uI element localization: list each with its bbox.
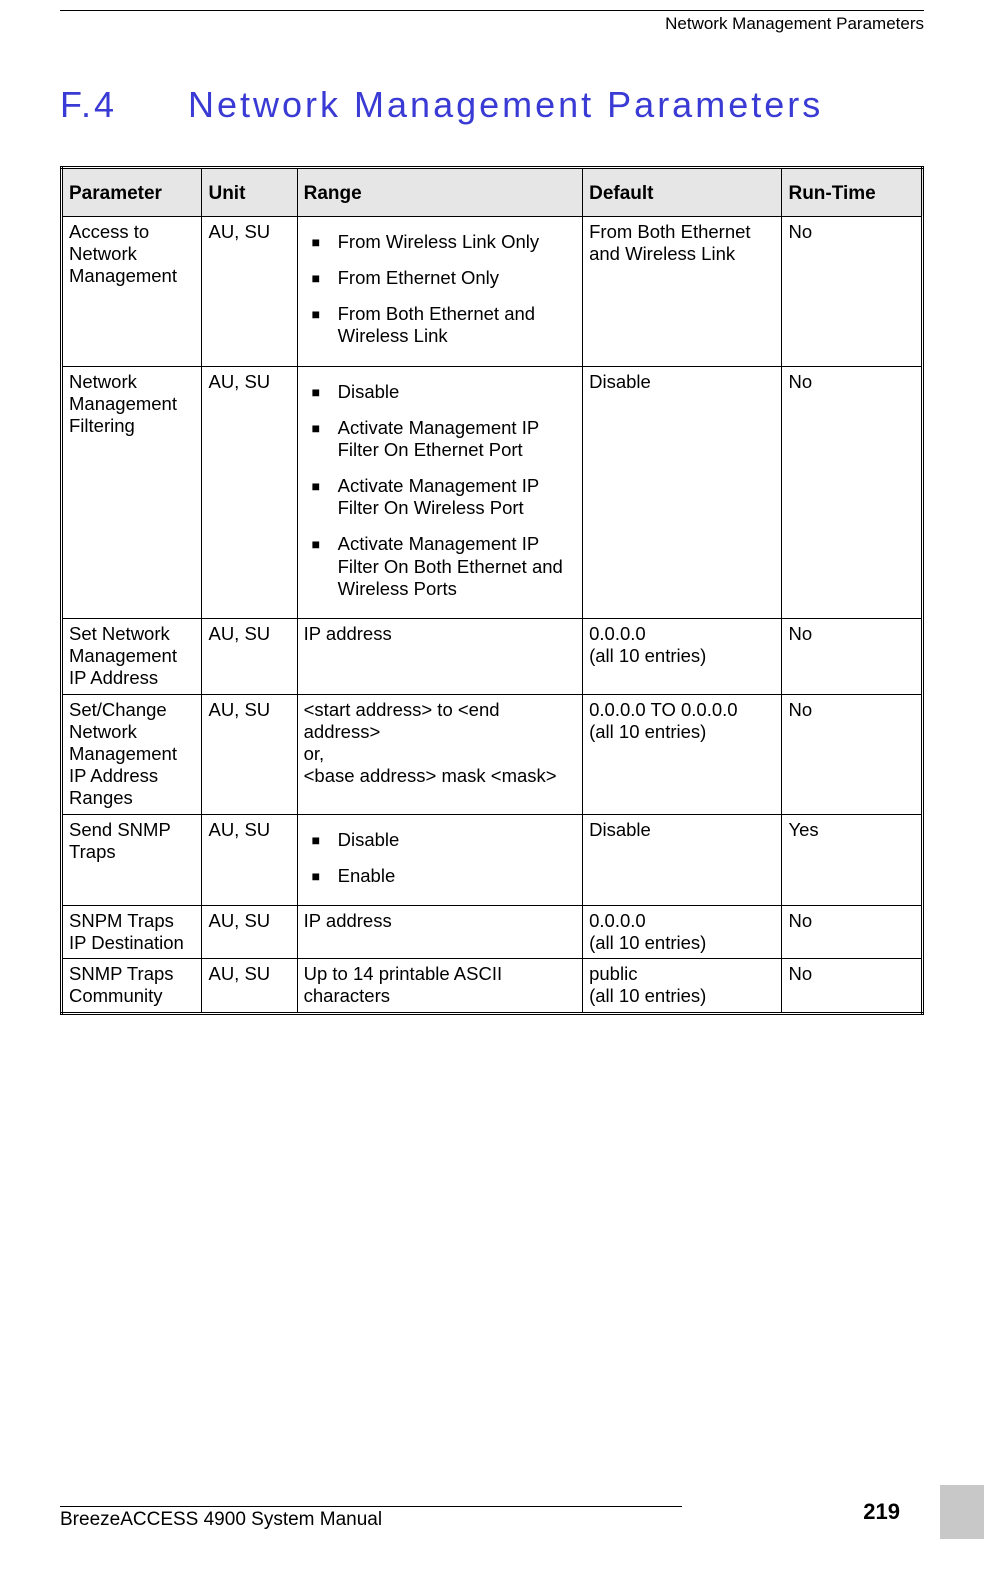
- cell-default: 0.0.0.0(all 10 entries): [583, 905, 782, 958]
- cell-range: Disable Enable: [297, 814, 582, 905]
- cell-runtime: No: [782, 366, 923, 619]
- table-row: Set Network Management IP AddressAU, SUI…: [62, 619, 923, 695]
- cell-runtime: No: [782, 694, 923, 814]
- col-header-runtime: Run-Time: [782, 168, 923, 217]
- cell-range: IP address: [297, 905, 582, 958]
- thumb-index-strip: [940, 1485, 984, 1539]
- range-bullet-list: Disable Activate Management IP Filter On …: [304, 381, 576, 601]
- cell-unit: AU, SU: [202, 814, 297, 905]
- table-body: Access to Network ManagementAU, SUFrom W…: [62, 216, 923, 1013]
- manual-title: BreezeACCESS 4900 System Manual: [60, 1509, 924, 1531]
- cell-default: From Both Ethernet and Wireless Link: [583, 216, 782, 366]
- cell-unit: AU, SU: [202, 366, 297, 619]
- table-row: Access to Network ManagementAU, SUFrom W…: [62, 216, 923, 366]
- cell-parameter: SNPM Traps IP Destination: [62, 905, 202, 958]
- table-row: SNMP Traps CommunityAU, SUUp to 14 print…: [62, 959, 923, 1013]
- cell-parameter: Network Management Filtering: [62, 366, 202, 619]
- page-header: Network Management Parameters: [60, 10, 924, 36]
- parameters-table: Parameter Unit Range Default Run-Time Ac…: [60, 166, 924, 1015]
- cell-default: 0.0.0.0(all 10 entries): [583, 619, 782, 695]
- cell-unit: AU, SU: [202, 694, 297, 814]
- range-bullet-item: Disable: [304, 829, 576, 851]
- col-header-unit: Unit: [202, 168, 297, 217]
- table-row: Set/Change Network Management IP Address…: [62, 694, 923, 814]
- cell-runtime: No: [782, 216, 923, 366]
- range-bullet-item: Disable: [304, 381, 576, 403]
- cell-default: 0.0.0.0 TO 0.0.0.0(all 10 entries): [583, 694, 782, 814]
- section-title-text: Network Management Parameters: [188, 84, 924, 126]
- cell-unit: AU, SU: [202, 905, 297, 958]
- cell-runtime: No: [782, 959, 923, 1013]
- range-bullet-item: From Both Ethernet and Wireless Link: [304, 303, 576, 347]
- table-header-row: Parameter Unit Range Default Run-Time: [62, 168, 923, 217]
- page-footer: BreezeACCESS 4900 System Manual 219: [60, 1506, 924, 1531]
- range-bullet-item: Enable: [304, 865, 576, 887]
- range-bullet-item: Activate Management IP Filter On Both Et…: [304, 533, 576, 600]
- cell-range: IP address: [297, 619, 582, 695]
- range-bullet-item: From Ethernet Only: [304, 267, 576, 289]
- table-row: SNPM Traps IP DestinationAU, SUIP addres…: [62, 905, 923, 958]
- page-number: 219: [863, 1499, 900, 1525]
- cell-parameter: Access to Network Management: [62, 216, 202, 366]
- range-bullet-list: From Wireless Link Only From Ethernet Onl…: [304, 231, 576, 348]
- range-bullet-list: Disable Enable: [304, 829, 576, 887]
- section-heading: F.4 Network Management Parameters: [60, 84, 924, 126]
- cell-unit: AU, SU: [202, 216, 297, 366]
- cell-parameter: SNMP Traps Community: [62, 959, 202, 1013]
- col-header-parameter: Parameter: [62, 168, 202, 217]
- table-row: Send SNMP TrapsAU, SUDisableEnableDisabl…: [62, 814, 923, 905]
- cell-parameter: Set Network Management IP Address: [62, 619, 202, 695]
- range-bullet-item: Activate Management IP Filter On Etherne…: [304, 417, 576, 461]
- running-title: Network Management Parameters: [60, 11, 924, 36]
- cell-range: Disable Activate Management IP Filter On …: [297, 366, 582, 619]
- table-row: Network Management FilteringAU, SUDisabl…: [62, 366, 923, 619]
- cell-parameter: Send SNMP Traps: [62, 814, 202, 905]
- cell-runtime: Yes: [782, 814, 923, 905]
- cell-unit: AU, SU: [202, 619, 297, 695]
- cell-runtime: No: [782, 905, 923, 958]
- footer-rule: [60, 1506, 682, 1507]
- range-bullet-item: Activate Management IP Filter On Wireles…: [304, 475, 576, 519]
- cell-range: Up to 14 printable ASCII characters: [297, 959, 582, 1013]
- col-header-default: Default: [583, 168, 782, 217]
- cell-default: public(all 10 entries): [583, 959, 782, 1013]
- cell-runtime: No: [782, 619, 923, 695]
- cell-default: Disable: [583, 814, 782, 905]
- cell-default: Disable: [583, 366, 782, 619]
- section-number: F.4: [60, 84, 188, 126]
- col-header-range: Range: [297, 168, 582, 217]
- cell-unit: AU, SU: [202, 959, 297, 1013]
- cell-range: <start address> to <end address>or,<base…: [297, 694, 582, 814]
- cell-parameter: Set/Change Network Management IP Address…: [62, 694, 202, 814]
- range-bullet-item: From Wireless Link Only: [304, 231, 576, 253]
- cell-range: From Wireless Link Only From Ethernet Onl…: [297, 216, 582, 366]
